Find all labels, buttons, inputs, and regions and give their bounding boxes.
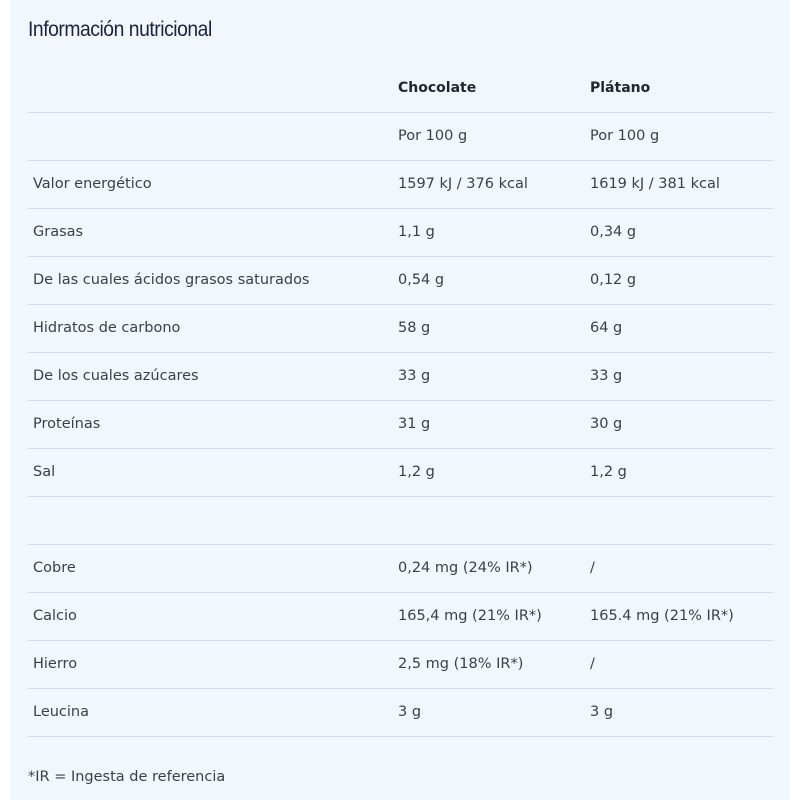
table-cell: Calcio [33, 608, 77, 624]
table-cell: Valor energético [33, 176, 152, 192]
table-cell: Cobre [33, 560, 76, 576]
table-cell: Por 100 g [398, 128, 468, 144]
table-cell: Por 100 g [590, 128, 660, 144]
table-cell: 31 g [398, 416, 431, 432]
table-cell: 0,54 g [398, 272, 445, 288]
table-cell: 0,12 g [590, 272, 637, 288]
table-row: Por 100 g Por 100 g [28, 113, 773, 161]
table-cell: 1,1 g [398, 224, 435, 240]
table-cell: 0,34 g [590, 224, 637, 240]
table-row: De las cuales ácidos grasos saturados 0,5… [28, 257, 773, 305]
table-cell: 58 g [398, 320, 431, 336]
table-cell: 1597 kJ / 376 kcal [398, 176, 528, 192]
table-cell: Sal [33, 464, 56, 480]
table-row: Leucina 3 g 3 g [28, 689, 773, 737]
table-cell: 64 g [590, 320, 623, 336]
table-cell: 30 g [590, 416, 623, 432]
footnote: *IR = Ingesta de referencia [28, 769, 226, 785]
table-row: Grasas 1,1 g 0,34 g [28, 209, 773, 257]
table-header: Chocolate Plátano [28, 65, 773, 113]
table-cell: Grasas [33, 224, 84, 240]
table-row: Cobre 0,24 mg (24% IR*) / [28, 545, 773, 593]
table-row: Proteínas 31 g 30 g [28, 401, 773, 449]
table-cell: 165.4 mg (21% IR*) [590, 608, 734, 624]
table-row: Sal 1,2 g 1,2 g [28, 449, 773, 497]
page-title: Información nutricional [28, 18, 212, 41]
table-cell: De los cuales azúcares [33, 368, 199, 384]
table-cell: 3 g [398, 704, 422, 720]
table-row: Hierro 2,5 mg (18% IR*) / [28, 641, 773, 689]
table-cell: 0,24 mg (24% IR*) [398, 560, 533, 576]
table-cell: 165,4 mg (21% IR*) [398, 608, 542, 624]
table-cell: Leucina [33, 704, 90, 720]
table-cell: / [590, 560, 595, 576]
table-cell: 2,5 mg (18% IR*) [398, 656, 524, 672]
nutrition-panel: Información nutricional Chocolate Plátan… [10, 0, 790, 800]
table-cell: 3 g [590, 704, 614, 720]
table-cell: Hierro [33, 656, 78, 672]
table-row: Valor energético 1597 kJ / 376 kcal 1619 k… [28, 161, 773, 209]
table-cell: 1619 kJ / 381 kcal [590, 176, 720, 192]
table-row: Hidratos de carbono 58 g 64 g [28, 305, 773, 353]
table-cell: / [590, 656, 595, 672]
nutrition-table: Chocolate Plátano Por 100 g Por 100 g Valo… [28, 65, 773, 737]
table-row: De los cuales azúcares 33 g 33 g [28, 353, 773, 401]
header-cell-platano: Plátano [590, 80, 651, 96]
table-cell: 33 g [398, 368, 431, 384]
table-row: Calcio 165,4 mg (21% IR*) 165.4 mg (21% IR… [28, 593, 773, 641]
table-cell: 1,2 g [398, 464, 435, 480]
table-cell: De las cuales ácidos grasos saturados [33, 272, 310, 288]
table-cell: 33 g [590, 368, 623, 384]
table-cell: Proteínas [33, 416, 101, 432]
table-cell: 1,2 g [590, 464, 627, 480]
table-cell: Hidratos de carbono [33, 320, 181, 336]
table-row [28, 497, 773, 545]
header-cell-chocolate: Chocolate [398, 80, 477, 96]
